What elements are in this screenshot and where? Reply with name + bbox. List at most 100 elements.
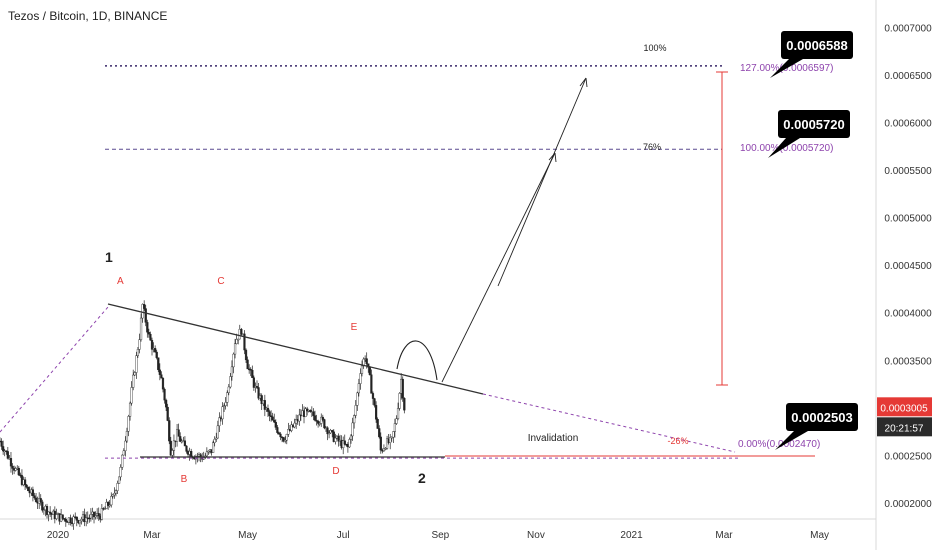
candle-body [150,340,154,350]
target-mid-callout-text: 0.0005720 [783,117,844,132]
candle-body [337,435,340,442]
candle-body [205,451,208,457]
target-mid-callout-box[interactable] [778,110,850,138]
candle-body [357,383,360,394]
candle-body [382,448,386,452]
candle-body [11,465,14,469]
candle-body [117,476,121,484]
time-tick-label: Sep [431,530,449,541]
time-tick-label: May [810,530,829,541]
candle-body [141,304,144,319]
candle-body [226,392,229,403]
candle-body [227,386,230,393]
candle-body [244,349,248,361]
candle-body [213,438,216,443]
candle-body [240,328,243,335]
candle-body [157,357,160,371]
candle-body [121,454,124,468]
candle-body [287,429,290,435]
candle-body [277,432,281,435]
candle-body [124,440,127,452]
candle-body [146,322,149,333]
candle-body [168,420,171,442]
candle-body [25,484,28,488]
target-low-callout-box[interactable] [786,403,858,431]
candle-body [393,423,397,432]
candle-body [315,420,318,422]
candle-body [85,517,88,522]
target-low-callout-text: 0.0002503 [791,410,852,425]
projection-arrow-1 [441,152,556,383]
candle-body [260,395,263,405]
candle-body [158,369,161,375]
pct-76-label: 76% [643,142,661,152]
candle-body [41,501,44,511]
time-tick-label: Mar [143,530,161,541]
target-low-callout-pointer [775,431,808,450]
candle-body [161,377,165,390]
candle-body [207,450,210,453]
candle-body [216,425,219,439]
candle-body [64,518,67,522]
candle-body [229,376,232,388]
candle-body [293,422,296,428]
candle-body [257,387,260,399]
candle-body [326,427,329,435]
candle-body [6,451,9,459]
time-tick-label: 2020 [47,530,70,541]
candle-body [365,358,368,364]
candle-body [132,374,135,388]
candle-body [401,378,404,399]
candle-body [285,434,288,441]
candle-body [55,514,58,519]
candle-body [143,304,146,309]
candle-body [276,427,279,433]
candle-body [298,414,301,422]
candle-body [359,373,362,384]
candle-body [154,348,157,353]
candle-body [130,387,133,404]
candle-body [111,494,114,497]
candle-body [125,431,129,442]
candle-body [166,406,169,421]
candle-body [49,511,52,514]
candle-body [390,436,393,439]
candle-body [89,514,92,519]
candle-body [69,517,72,523]
price-tick-label: 0.0002500 [884,451,932,462]
target-high-callout-pointer [770,59,803,78]
candle-body [139,317,143,340]
price-tick-label: 0.0004500 [884,261,932,272]
price-tick-label: 0.0005500 [884,166,932,177]
target-high-callout-box[interactable] [781,31,853,59]
candle-body [237,338,240,341]
candle-body [100,508,103,520]
candle-body [171,450,174,456]
candle-body [23,479,27,486]
candle-body [309,409,312,412]
point-b-label: B [181,474,188,485]
price-tick-label: 0.0003500 [884,356,932,367]
triangle-upper-line [107,303,484,395]
candle-body [144,308,147,323]
candle-body [313,415,317,421]
candle-body [266,407,270,412]
candle-body [373,398,376,406]
price-tick-label: 0.0002000 [884,499,932,510]
current-price-text: 0.0003005 [880,403,928,414]
candle-body [61,514,64,519]
candle-body [348,439,351,448]
candle-body [349,435,353,440]
candle-body [268,411,271,416]
arrow-head-2 [579,77,588,88]
candle-body [233,343,237,355]
candle-body [392,431,395,438]
fib-100-label: 100.00%(0.0005720) [740,143,833,154]
candle-body [306,408,309,412]
candle-body [136,349,140,356]
candle-body [94,515,97,518]
pct-100-label: 100% [643,43,666,53]
candle-body [334,437,337,442]
candle-body [169,440,172,456]
